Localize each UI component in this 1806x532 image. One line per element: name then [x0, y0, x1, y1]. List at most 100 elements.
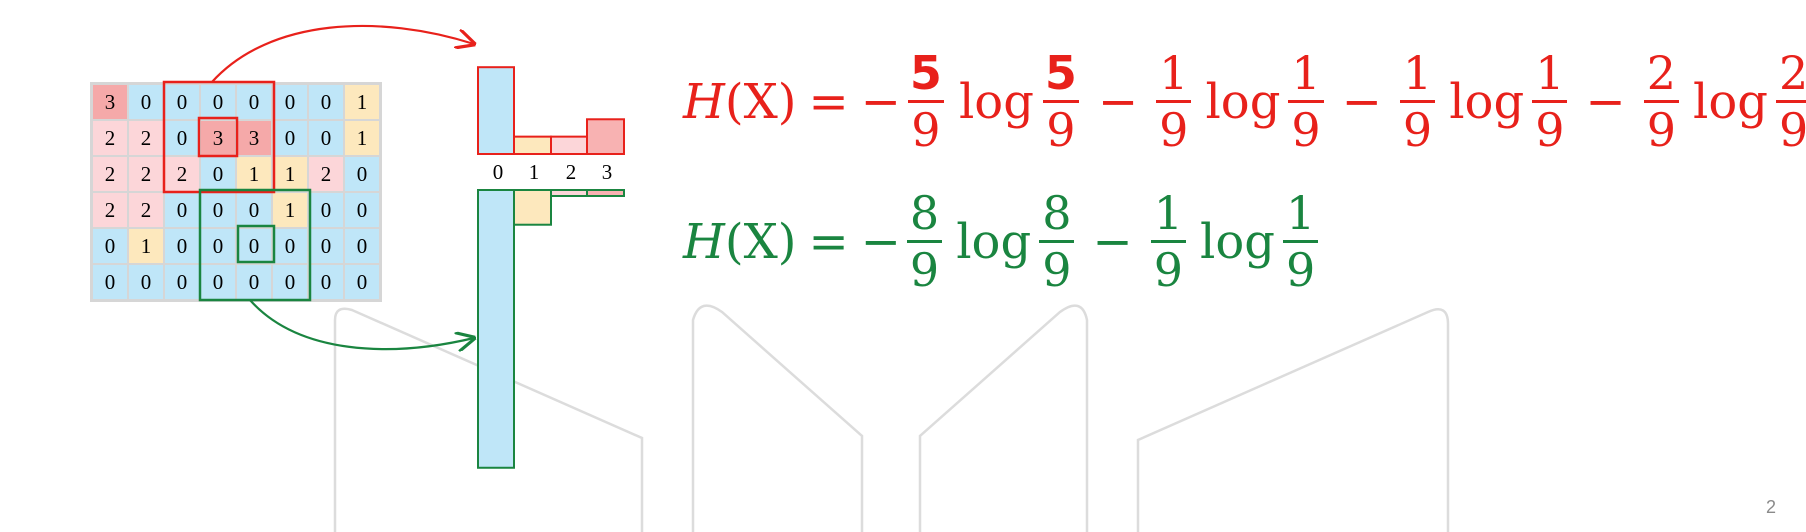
eq-red-minus-1: −	[1097, 73, 1139, 130]
grid-cell: 1	[128, 228, 164, 264]
grid-cell: 0	[92, 228, 128, 264]
eq-red-X: (X)	[724, 73, 797, 130]
grid-cell: 1	[236, 156, 272, 192]
bin-label-2: 2	[565, 160, 577, 184]
eq-green-lead-minus: −	[860, 213, 901, 270]
green-histogram	[477, 189, 625, 469]
deco-shape-2	[691, 304, 864, 532]
grid-cell: 0	[200, 156, 236, 192]
grid-cell: 2	[128, 156, 164, 192]
grid-cell: 0	[272, 120, 308, 156]
page-number: 2	[1765, 497, 1776, 517]
grid-cell: 2	[92, 192, 128, 228]
eq-green-log-1: log	[956, 213, 1032, 270]
green-window-box	[198, 188, 312, 302]
red-center-pixel-box	[197, 116, 239, 158]
grid-cell: 0	[164, 228, 200, 264]
red-histogram	[477, 66, 625, 155]
grid-cell: 0	[164, 192, 200, 228]
grid-cell: 0	[344, 192, 380, 228]
grid-cell: 0	[164, 120, 200, 156]
green-hist-bar-1	[513, 189, 552, 226]
grid-cell: 1	[344, 120, 380, 156]
grid-cell: 0	[308, 120, 344, 156]
grid-cell: 0	[236, 84, 272, 120]
eq-green-equals: =	[808, 213, 849, 270]
eq-red-lead-minus: −	[860, 73, 901, 130]
green-hist-bar-3	[586, 189, 625, 197]
grid-cell: 1	[344, 84, 380, 120]
green-arrow	[249, 299, 474, 349]
eq-red-minus-3: −	[1585, 73, 1626, 130]
deco-shape-1	[333, 307, 644, 532]
grid-cell: 0	[272, 84, 308, 120]
eq-green-log-2: log	[1199, 213, 1275, 270]
grid-cell: 2	[308, 156, 344, 192]
red-hist-bar-2	[550, 135, 588, 155]
grid-cell: 3	[200, 120, 236, 156]
red-hist-bar-3	[586, 118, 625, 155]
green-hist-bar-2	[550, 189, 588, 197]
grid-cell: 2	[128, 192, 164, 228]
green-center-pixel-box	[236, 224, 276, 264]
eq-red-log-2: log	[1205, 73, 1281, 130]
eq-green-minus-1: −	[1092, 213, 1133, 270]
grid-cell: 0	[344, 228, 380, 264]
deco-shape-4	[1136, 308, 1450, 532]
grid-cell: 0	[308, 264, 344, 300]
eq-green-H: H	[683, 213, 725, 270]
eq-red-log-4: log	[1692, 73, 1768, 130]
red-window-box	[162, 80, 276, 194]
grid-cell: 0	[200, 192, 236, 228]
bin-label-1: 1	[528, 160, 540, 184]
grid-cell: 0	[236, 228, 272, 264]
grid-cell: 3	[92, 84, 128, 120]
grid-cell: 0	[272, 228, 308, 264]
grid-cell: 0	[308, 228, 344, 264]
grid-cell: 0	[128, 84, 164, 120]
red-hist-bar-1	[513, 135, 552, 155]
eq-red-H: H	[683, 73, 725, 130]
red-hist-bar-0	[477, 66, 515, 155]
grid-cell: 0	[344, 156, 380, 192]
grid-cell: 0	[92, 264, 128, 300]
grid-cell: 0	[344, 264, 380, 300]
eq-red-minus-2: −	[1341, 73, 1382, 130]
grid-cell: 2	[92, 120, 128, 156]
grid-cell: 0	[200, 264, 236, 300]
bin-label-3: 3	[601, 160, 613, 184]
grid-cell: 0	[308, 192, 344, 228]
eq-red-equals: =	[808, 73, 849, 130]
grid-cell: 2	[92, 156, 128, 192]
bin-label-0: 0	[492, 160, 504, 184]
grid-cell: 0	[200, 228, 236, 264]
red-arrow	[211, 24, 474, 83]
eq-red-log-1: log	[958, 73, 1034, 130]
grid-cell: 0	[128, 264, 164, 300]
green-hist-bar-0	[477, 189, 515, 469]
eq-green-X: (X)	[724, 213, 797, 270]
grid-cell: 0	[200, 84, 236, 120]
grid-cell: 1	[272, 192, 308, 228]
grid-cell: 0	[308, 84, 344, 120]
deco-shape-3	[918, 304, 1089, 532]
grid-cell: 1	[272, 156, 308, 192]
eq-red-log-3: log	[1449, 73, 1525, 130]
